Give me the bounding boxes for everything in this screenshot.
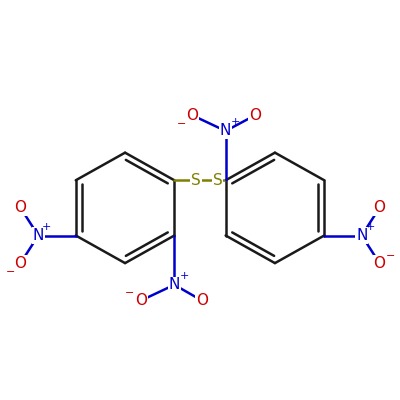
Text: N: N: [220, 124, 231, 138]
Text: O: O: [196, 293, 208, 308]
Text: O: O: [14, 256, 26, 271]
Text: S: S: [213, 173, 223, 188]
Text: +: +: [180, 271, 189, 281]
Text: S: S: [191, 173, 201, 188]
Text: −: −: [386, 251, 395, 261]
Text: O: O: [186, 108, 198, 123]
Text: +: +: [366, 222, 375, 232]
Text: O: O: [374, 256, 386, 271]
Text: N: N: [169, 277, 180, 292]
Text: N: N: [32, 228, 44, 243]
Text: −: −: [176, 119, 186, 129]
Text: +: +: [42, 222, 52, 232]
Text: N: N: [356, 228, 368, 243]
Text: −: −: [6, 267, 15, 277]
Text: −: −: [125, 288, 134, 298]
Text: O: O: [135, 293, 147, 308]
Text: O: O: [249, 108, 261, 123]
Text: +: +: [231, 117, 240, 127]
Text: O: O: [14, 200, 26, 215]
Text: O: O: [374, 200, 386, 215]
